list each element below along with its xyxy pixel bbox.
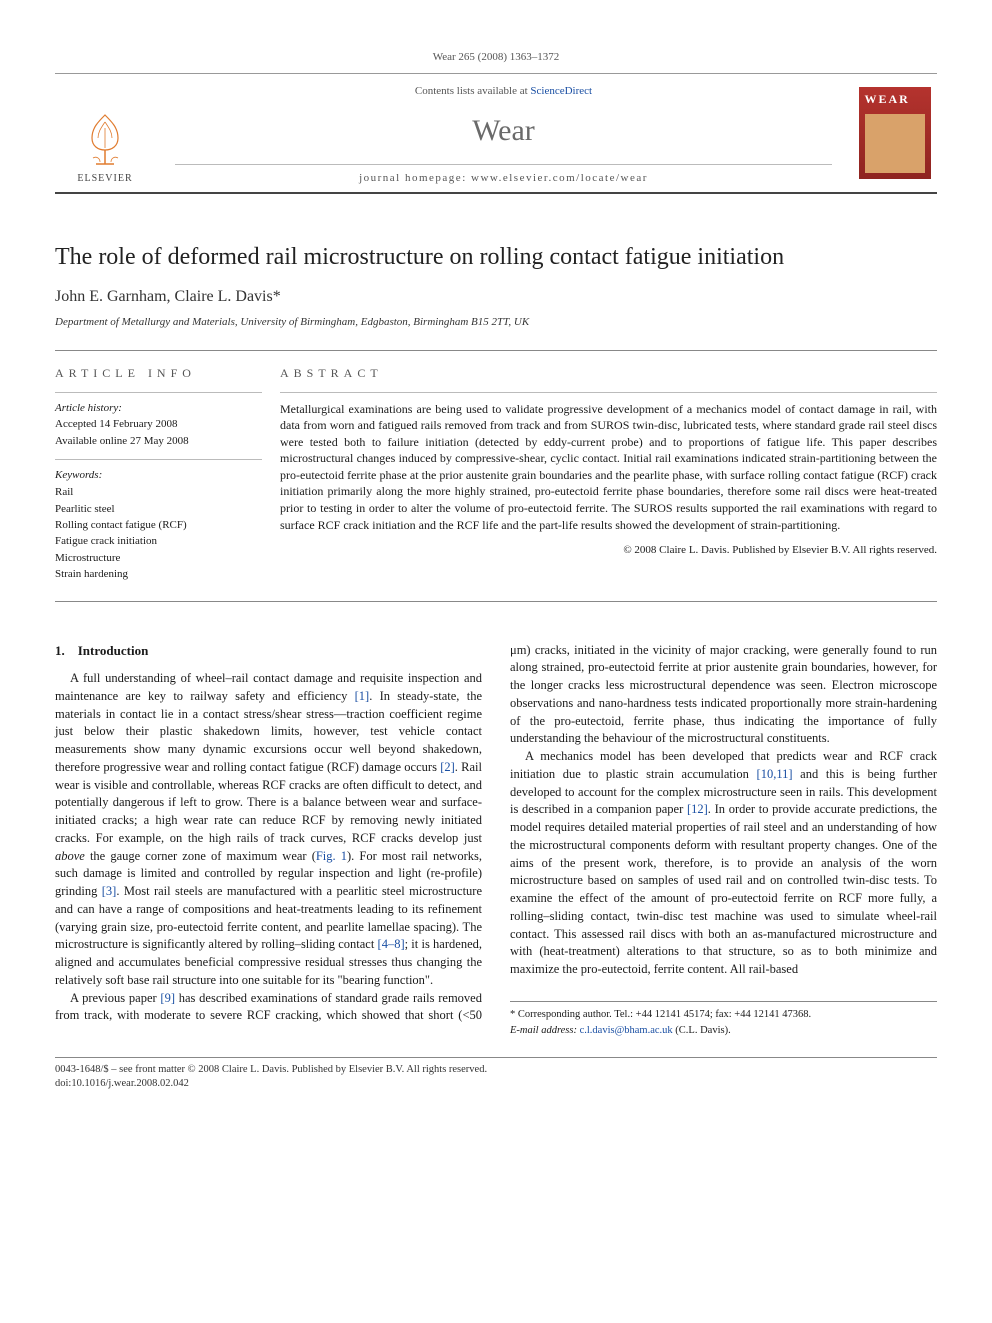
email-footnote: E-mail address: c.l.davis@bham.ac.uk (C.…: [510, 1024, 937, 1039]
sciencedirect-link[interactable]: ScienceDirect: [530, 85, 592, 97]
online-date: Available online 27 May 2008: [55, 434, 262, 449]
citation-link[interactable]: [10,11]: [757, 767, 793, 781]
author-list: John E. Garnham, Claire L. Davis*: [55, 286, 937, 308]
abstract-copyright: © 2008 Claire L. Davis. Published by Els…: [280, 543, 937, 558]
citation-link[interactable]: [1]: [355, 689, 370, 703]
divider: [55, 392, 262, 393]
page-footer: 0043-1648/$ – see front matter © 2008 Cl…: [55, 1057, 937, 1092]
publisher-logo-block: ELSEVIER: [55, 74, 155, 192]
paragraph: A full understanding of wheel–rail conta…: [55, 670, 482, 990]
keywords-label: Keywords:: [55, 468, 262, 483]
abstract-heading: ABSTRACT: [280, 365, 937, 382]
contents-available-line: Contents lists available at ScienceDirec…: [155, 84, 852, 99]
doi-line: doi:10.1016/j.wear.2008.02.042: [55, 1077, 937, 1092]
affiliation: Department of Metallurgy and Materials, …: [55, 315, 937, 330]
elsevier-tree-icon: [78, 110, 133, 170]
keyword: Pearlitic steel: [55, 502, 262, 517]
citation-link[interactable]: [4–8]: [378, 937, 405, 951]
journal-masthead: ELSEVIER Contents lists available at Sci…: [55, 73, 937, 194]
homepage-label: journal homepage:: [359, 172, 471, 184]
keyword: Fatigue crack initiation: [55, 534, 262, 549]
article-info-column: ARTICLE INFO Article history: Accepted 1…: [55, 351, 280, 601]
citation-link[interactable]: [12]: [687, 802, 708, 816]
abstract-column: ABSTRACT Metallurgical examinations are …: [280, 351, 937, 601]
contents-prefix: Contents lists available at: [415, 85, 530, 97]
info-abstract-row: ARTICLE INFO Article history: Accepted 1…: [55, 350, 937, 602]
footnotes-block: * Corresponding author. Tel.: +44 12141 …: [510, 1001, 937, 1039]
figure-ref-link[interactable]: Fig. 1: [316, 849, 347, 863]
keyword: Rolling contact fatigue (RCF): [55, 518, 262, 533]
accepted-date: Accepted 14 February 2008: [55, 417, 262, 432]
body-text: . In order to provide accurate predictio…: [510, 802, 937, 976]
keyword: Microstructure: [55, 551, 262, 566]
page-root: Wear 265 (2008) 1363–1372 ELSEVIER Conte…: [0, 0, 992, 1122]
keyword: Rail: [55, 485, 262, 500]
masthead-center: Contents lists available at ScienceDirec…: [155, 74, 852, 192]
journal-name: Wear: [155, 110, 852, 152]
email-label: E-mail address:: [510, 1025, 580, 1036]
section-number: 1.: [55, 643, 65, 658]
article-info-heading: ARTICLE INFO: [55, 365, 262, 382]
body-two-column: 1. Introduction A full understanding of …: [55, 642, 937, 1039]
homepage-url[interactable]: www.elsevier.com/locate/wear: [471, 172, 648, 184]
citation-link[interactable]: [2]: [440, 760, 455, 774]
corresponding-author-footnote: * Corresponding author. Tel.: +44 12141 …: [510, 1008, 937, 1023]
publisher-name: ELSEVIER: [77, 172, 132, 186]
paragraph: A mechanics model has been developed tha…: [510, 748, 937, 979]
cover-image-placeholder: [865, 114, 925, 173]
citation-link[interactable]: [9]: [160, 991, 175, 1005]
front-matter-line: 0043-1648/$ – see front matter © 2008 Cl…: [55, 1063, 937, 1078]
article-title: The role of deformed rail microstructure…: [55, 242, 937, 272]
divider: [55, 459, 262, 460]
running-citation: Wear 265 (2008) 1363–1372: [55, 50, 937, 65]
body-text: A previous paper: [70, 991, 160, 1005]
cover-thumbnail-block: WEAR: [852, 74, 937, 192]
body-text: the gauge corner zone of maximum wear (: [85, 849, 316, 863]
journal-cover-thumb[interactable]: WEAR: [859, 87, 931, 179]
abstract-text: Metallurgical examinations are being use…: [280, 401, 937, 533]
cover-title: WEAR: [859, 87, 931, 112]
keyword: Strain hardening: [55, 567, 262, 582]
section-heading-intro: 1. Introduction: [55, 642, 482, 660]
journal-homepage-line: journal homepage: www.elsevier.com/locat…: [175, 164, 832, 186]
divider: [280, 392, 937, 393]
section-title: Introduction: [78, 643, 149, 658]
body-emphasis: above: [55, 849, 85, 863]
citation-link[interactable]: [3]: [102, 884, 117, 898]
history-label: Article history:: [55, 401, 262, 416]
email-link[interactable]: c.l.davis@bham.ac.uk: [580, 1025, 673, 1036]
email-attribution: (C.L. Davis).: [673, 1025, 731, 1036]
